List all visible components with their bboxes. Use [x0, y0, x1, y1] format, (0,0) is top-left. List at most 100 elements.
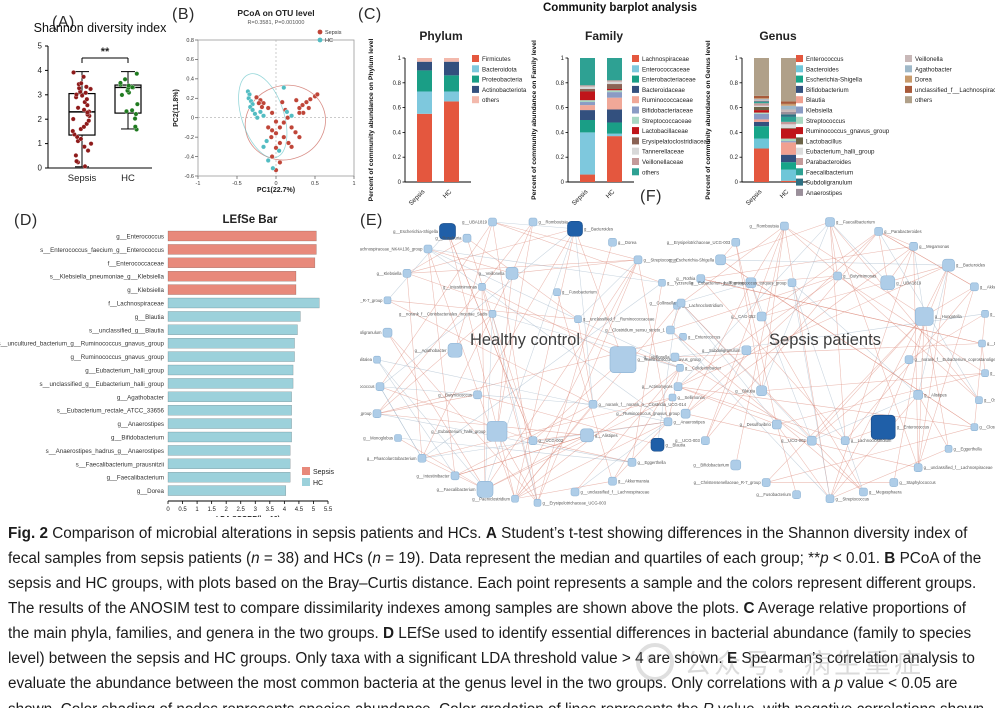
network-node-label: g__Faecalitalea — [360, 357, 373, 362]
x-axis-label: PC1(22.7%) — [257, 187, 295, 194]
network-edge — [705, 350, 747, 441]
network-edge — [511, 221, 534, 274]
stack-segment — [580, 120, 595, 133]
legend-swatch — [472, 85, 479, 93]
legend-swatch — [632, 116, 639, 124]
network-edge — [791, 282, 831, 499]
lefse-bar — [167, 445, 291, 456]
legend-label: Lachnospiraceae — [642, 56, 690, 63]
data-point — [250, 107, 256, 113]
data-point — [253, 94, 259, 100]
stack-segment — [781, 116, 796, 122]
legend-swatch — [472, 65, 479, 73]
network-node-label: g__Alistipes — [924, 392, 947, 397]
lefse-bar — [167, 324, 298, 336]
network-node-label: g__Lachnospiraceae_NK4A136_group — [360, 247, 423, 252]
network-edge — [376, 359, 669, 423]
y-tick-label: 2 — [38, 115, 43, 124]
network-node-label: g__Faecalibacterium — [836, 220, 875, 225]
y-tick-label: 0.4 — [556, 130, 565, 136]
legend-label: HC — [325, 38, 333, 44]
network-edge — [761, 231, 879, 317]
network-node — [756, 311, 767, 322]
caption-segment: A — [485, 525, 497, 542]
stack-segment — [781, 109, 796, 112]
legend-label: Sepsis — [313, 469, 335, 476]
data-point — [273, 119, 279, 125]
y-tick-label: 0.4 — [393, 130, 402, 136]
network-node — [670, 352, 680, 362]
stack-segment — [754, 138, 769, 149]
data-point — [265, 105, 271, 111]
stack-segment — [580, 89, 595, 92]
network-node-label: g__Erysipelotrichaceae_UCG-003 — [667, 240, 731, 245]
network-edge — [514, 259, 639, 499]
x-tick-label: 0 — [274, 181, 277, 187]
panel-label-a: (A) — [52, 14, 75, 31]
network-node-label: g__Fusobacterium — [756, 492, 791, 497]
stack-segment — [607, 136, 622, 182]
stack-segment — [607, 92, 622, 98]
network-edge — [466, 237, 579, 320]
network-node — [833, 271, 842, 281]
data-point — [314, 91, 320, 97]
lefse-bar-label: g__Eubacterium_halli_group — [85, 368, 164, 375]
lefse-title: LEfSe Bar — [222, 214, 278, 226]
network-edge — [878, 231, 914, 247]
data-point — [252, 111, 258, 117]
network-edge — [761, 372, 986, 392]
network-edge — [685, 413, 919, 468]
network-edge — [974, 313, 986, 428]
network-node — [663, 417, 673, 427]
legend-swatch — [632, 55, 639, 62]
network-edge — [532, 440, 633, 463]
significance-stars: ** — [101, 46, 110, 58]
y-tick-label: 0.4 — [730, 130, 739, 136]
data-point — [84, 110, 90, 115]
lefse-bar-label: s__Eubacterium_rectale_ATCC_33656 — [57, 408, 165, 415]
legend-swatch — [302, 467, 310, 475]
legend-swatch — [796, 65, 803, 73]
data-point — [281, 85, 287, 91]
network-edge — [913, 246, 925, 317]
network-node — [715, 254, 726, 266]
network-node-label: g__Intestinimonas — [443, 284, 477, 289]
caption-segment: Spearman’s correlation analysis to evalu… — [8, 650, 975, 693]
data-point — [268, 134, 274, 140]
network-edge — [427, 248, 456, 476]
data-point — [82, 164, 88, 169]
data-point — [256, 100, 262, 106]
network-edge — [677, 386, 846, 441]
network-edge — [481, 221, 534, 287]
network-node-label: g__Tyzzerella — [667, 280, 694, 285]
data-point — [76, 85, 82, 91]
network-node — [588, 399, 598, 409]
data-point — [74, 92, 79, 97]
caption-segment: Average relative proportions of the main… — [8, 600, 966, 643]
network-node — [533, 498, 542, 507]
network-edge — [387, 332, 538, 503]
y-tick-label: 0 — [398, 180, 402, 186]
legend-swatch — [632, 168, 639, 176]
legend-swatch — [796, 96, 803, 104]
data-point — [285, 140, 291, 146]
stack-title: Family — [585, 29, 623, 43]
data-point — [273, 145, 279, 151]
legend-swatch — [632, 158, 639, 165]
network-node-label: g__Bifidobacterium — [693, 463, 729, 468]
network-edge — [612, 421, 669, 482]
network-edge — [791, 282, 864, 493]
stack-y-label: Percent of community abundance on Phylum… — [368, 39, 375, 202]
network-node-label: g__Lachnoclostridium — [682, 303, 723, 308]
data-point — [292, 129, 298, 135]
network-edge — [735, 242, 778, 425]
legend-swatch — [632, 75, 639, 83]
network-node — [567, 220, 583, 237]
network-edge — [376, 413, 588, 436]
data-point — [78, 136, 84, 142]
stack-segment — [754, 100, 769, 102]
y-tick-label: 0.6 — [556, 106, 565, 112]
network-node-label: g__Faecalibacterium — [437, 487, 476, 492]
network-node-label: g__Paeniclostridium — [472, 496, 510, 501]
